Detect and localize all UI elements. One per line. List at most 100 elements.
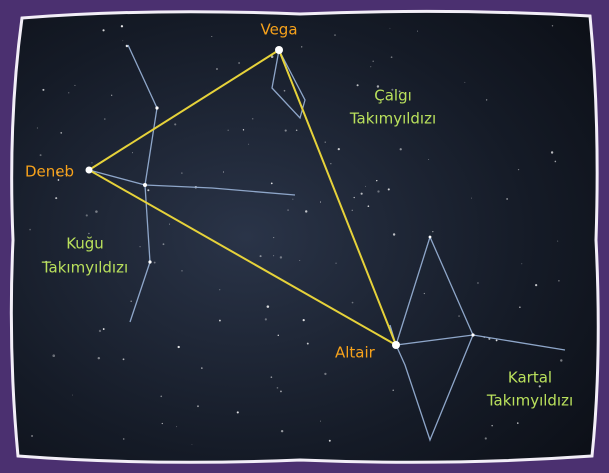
faint-star (400, 148, 402, 150)
faint-star (393, 390, 394, 391)
faint-star (491, 425, 493, 427)
star-map: Vega Deneb Altair Çalgı Takımyıldızı Kuğ… (0, 0, 609, 473)
faint-star (111, 95, 112, 96)
faint-star (391, 56, 393, 58)
faint-star (560, 359, 562, 361)
faint-star (390, 28, 391, 29)
faint-star (558, 280, 559, 281)
faint-star (267, 305, 270, 308)
faint-star (486, 99, 487, 100)
faint-star (72, 395, 73, 396)
faint-star (296, 130, 298, 132)
faint-star (458, 315, 459, 316)
faint-star (102, 29, 104, 31)
faint-star (376, 180, 377, 181)
faint-star (357, 84, 359, 86)
faint-star (174, 123, 176, 125)
faint-star (324, 373, 326, 375)
faint-star (352, 302, 354, 304)
faint-star (338, 148, 340, 150)
star (275, 46, 283, 54)
star-label: Deneb (25, 163, 74, 181)
faint-star (123, 438, 125, 440)
faint-star (281, 430, 283, 432)
faint-star (535, 284, 537, 286)
faint-star (377, 190, 379, 192)
star-label: Altair (335, 344, 376, 362)
faint-star (301, 46, 302, 47)
faint-star (361, 193, 363, 195)
faint-star (139, 246, 140, 247)
faint-star (293, 199, 294, 200)
star (143, 183, 147, 187)
faint-star (91, 162, 92, 163)
faint-star (278, 335, 279, 336)
faint-star (336, 263, 337, 264)
faint-star (518, 169, 519, 170)
faint-star (99, 330, 101, 332)
faint-star (216, 68, 218, 70)
faint-star (68, 92, 69, 93)
constellation-label: Kartal (508, 369, 552, 387)
faint-star (365, 186, 366, 187)
faint-star (248, 144, 249, 145)
faint-star (334, 34, 335, 35)
faint-star (98, 357, 100, 359)
faint-star (52, 354, 55, 357)
faint-star (228, 130, 229, 131)
star (429, 236, 432, 239)
faint-star (417, 31, 418, 32)
faint-star (299, 260, 300, 261)
faint-star (169, 224, 170, 225)
faint-star (424, 293, 425, 294)
faint-star (154, 262, 156, 264)
faint-star (74, 85, 75, 86)
faint-star (131, 301, 132, 302)
faint-star (471, 198, 472, 199)
faint-star (31, 435, 33, 437)
faint-star (273, 237, 274, 238)
constellation-label: Takımyıldızı (41, 259, 128, 277)
faint-star (388, 188, 390, 190)
faint-star (121, 25, 123, 27)
star (392, 341, 400, 349)
constellation-label: Takımyıldızı (486, 392, 573, 410)
faint-star (40, 154, 42, 156)
faint-star (305, 210, 307, 212)
faint-star (178, 346, 180, 348)
faint-star (555, 161, 557, 163)
faint-star (485, 437, 487, 439)
faint-star (122, 40, 123, 41)
faint-star (37, 128, 38, 129)
faint-star (320, 202, 321, 203)
faint-star (201, 367, 203, 369)
faint-star (86, 214, 88, 216)
faint-star (162, 423, 163, 424)
faint-star (496, 340, 498, 342)
faint-star (284, 90, 286, 92)
faint-star (303, 319, 305, 321)
faint-star (265, 318, 267, 320)
faint-star (354, 197, 355, 198)
faint-star (123, 358, 125, 360)
faint-star (285, 129, 287, 131)
faint-star (330, 163, 331, 164)
faint-star (60, 132, 62, 134)
faint-star (325, 141, 326, 142)
faint-star (176, 426, 177, 427)
faint-star (280, 390, 282, 392)
faint-star (211, 36, 212, 37)
star-label: Vega (260, 21, 297, 39)
constellation-label: Kuğu (66, 235, 104, 253)
faint-star (521, 263, 522, 264)
faint-star (252, 118, 254, 120)
faint-star (551, 151, 553, 153)
faint-star (104, 118, 106, 120)
faint-star (329, 440, 331, 442)
faint-star (287, 209, 288, 210)
faint-star (552, 25, 553, 26)
star (86, 167, 93, 174)
faint-star (307, 343, 309, 345)
faint-star (477, 282, 479, 284)
faint-star (557, 241, 558, 242)
